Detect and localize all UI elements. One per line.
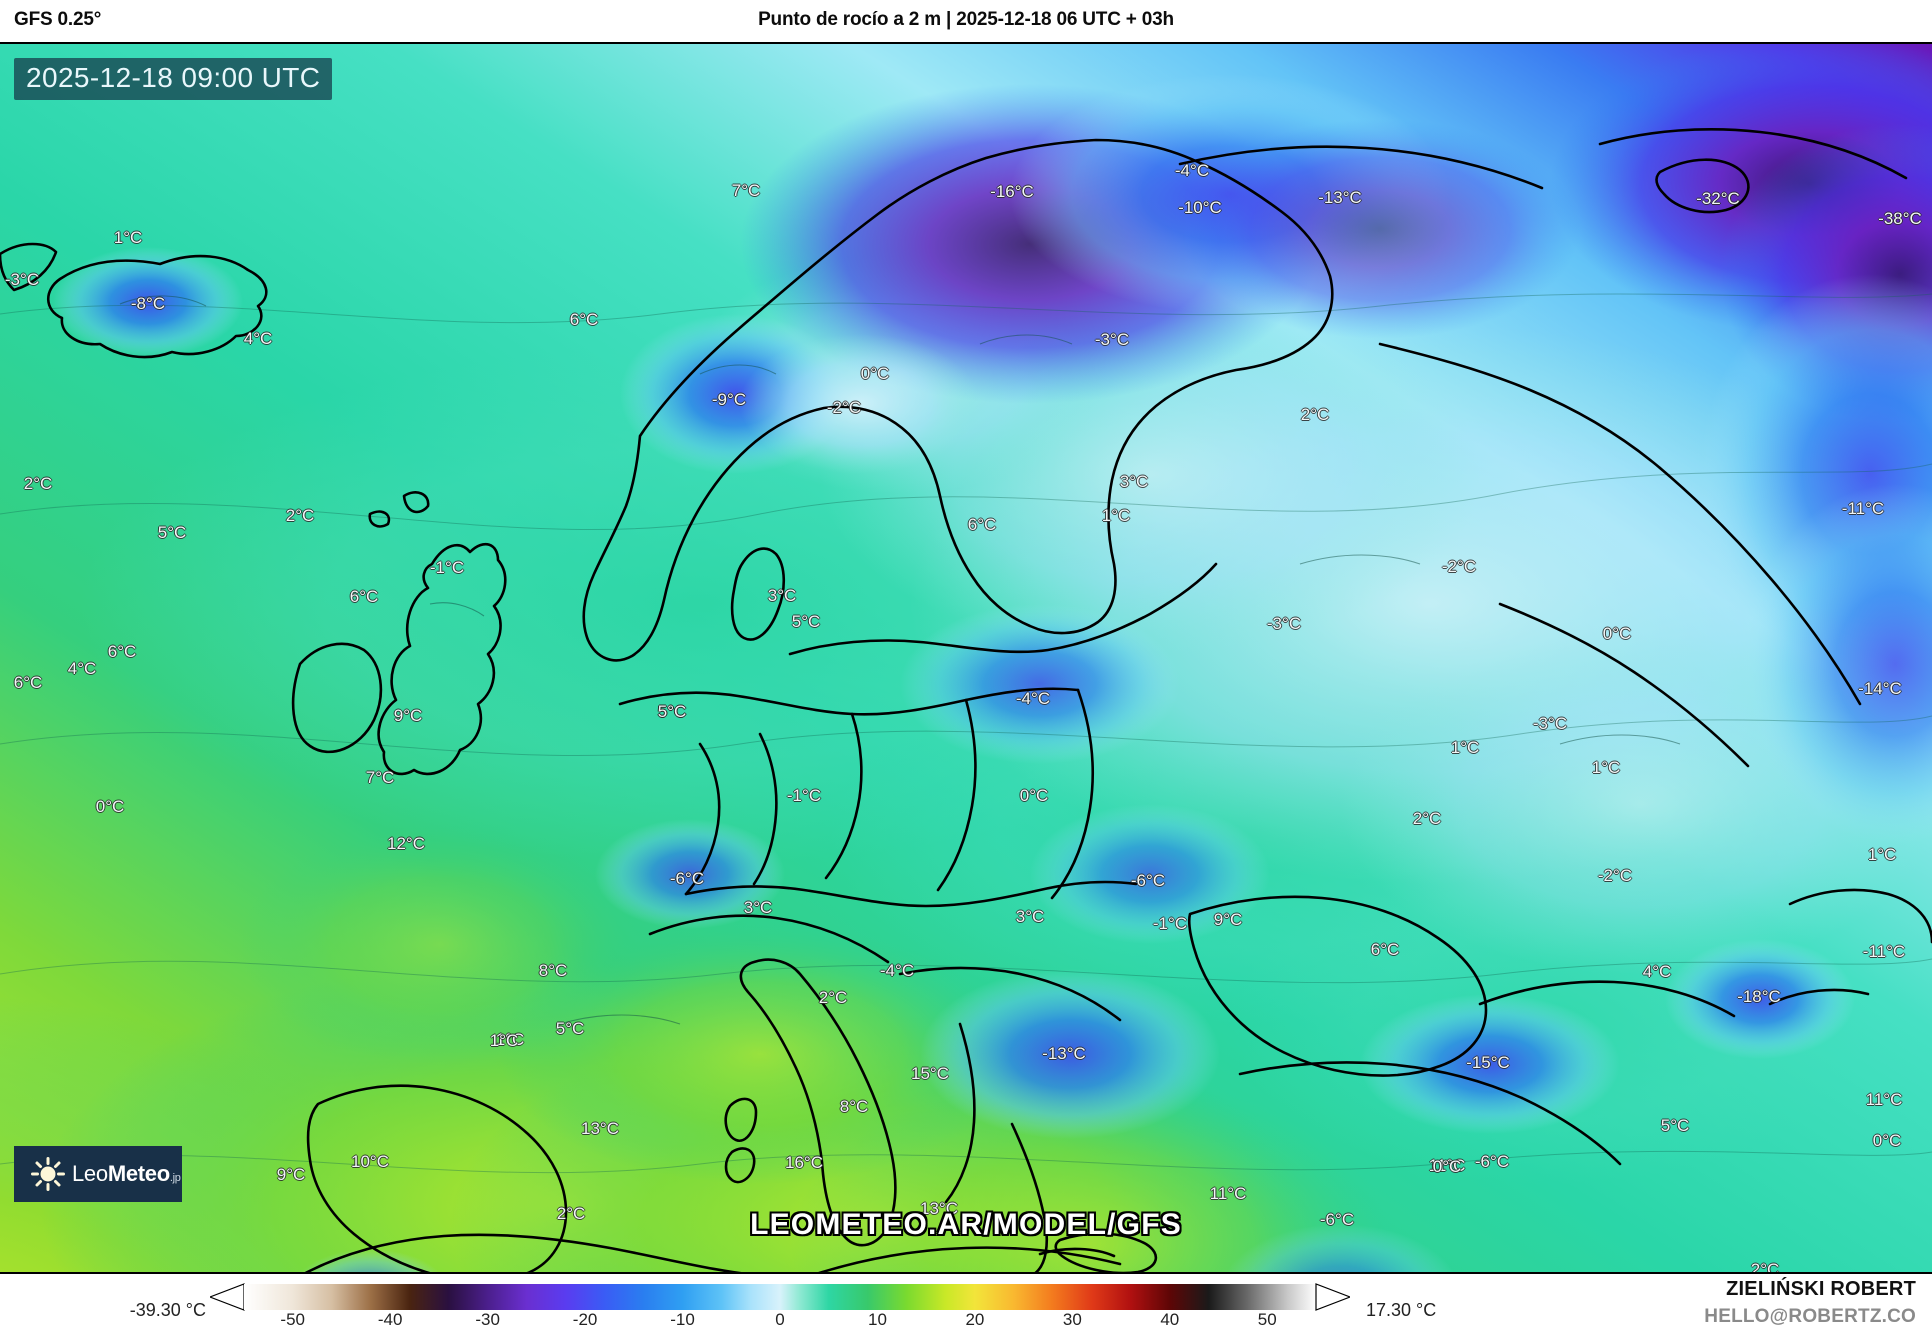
colorbar-tick: -10: [670, 1310, 695, 1329]
colorbar-tick: 40: [1160, 1310, 1180, 1329]
author-credit: ZIELIŃSKI ROBERT: [1726, 1278, 1916, 1300]
border-layer: [119, 295, 1681, 1025]
colorbar-tick: -30: [475, 1310, 500, 1329]
map-canvas[interactable]: 2025-12-18 09:00 UTC 1°C -3°C -8°C 4°C 2°C 2°…: [0, 42, 1932, 1274]
isoline-group: [0, 293, 1932, 1174]
logo-suffix: .jp: [169, 1172, 181, 1184]
logo-name-light: Leo: [72, 1161, 108, 1186]
timestamp-chip: 2025-12-18 09:00 UTC: [14, 58, 333, 100]
colorbar[interactable]: [208, 1282, 1352, 1312]
map-render: [0, 44, 1932, 1272]
colorbar-body: [244, 1284, 1316, 1310]
colorbar-min-label: -39.30 °C: [129, 1300, 206, 1320]
watermark-text: LEOMETEO.AR/MODEL/GFS: [750, 1208, 1182, 1241]
colorbar-tick: 30: [1062, 1310, 1082, 1329]
colorbar-tick: -20: [572, 1310, 598, 1329]
author-email[interactable]: HELLO@ROBERTZ.CO: [1704, 1306, 1916, 1327]
logo-wordmark: LeoMeteo.jp: [72, 1161, 181, 1187]
coastline-layer: [0, 128, 1932, 1272]
header-bar: GFS 0.25° Punto de rocío a 2 m | 2025-12…: [0, 0, 1932, 42]
colorbar-tick-labels: -50 -40 -30 -20 -10 0 10 20 30 40 50: [210, 1310, 1350, 1334]
colorbar-tick: 50: [1257, 1310, 1277, 1329]
colorbar-extend-min: [208, 1283, 245, 1311]
colorbar-tick: -50: [280, 1310, 306, 1329]
sun-icon: [31, 1157, 65, 1191]
page-title: Punto de rocío a 2 m | 2025-12-18 06 UTC…: [758, 9, 1174, 30]
logo-name-bold: Meteo: [107, 1161, 170, 1186]
model-label: GFS 0.25°: [14, 9, 102, 30]
colorbar-max-label: 17.30 °C: [1366, 1300, 1437, 1320]
colorbar-tick: 0: [775, 1310, 785, 1329]
colorbar-extend-max: [1315, 1283, 1352, 1311]
colorbar-gradient: [208, 1283, 1352, 1311]
colorbar-tick: 10: [867, 1310, 887, 1329]
leometeo-logo[interactable]: LeoMeteo.jp: [14, 1146, 182, 1202]
colorbar-tick: -40: [377, 1310, 403, 1329]
colorbar-footer: -39.30 °C -50 -40 -30 -20 -10 0 10 20 30 40 50 17.…: [0, 1274, 1932, 1338]
colorbar-tick: 20: [965, 1310, 985, 1329]
